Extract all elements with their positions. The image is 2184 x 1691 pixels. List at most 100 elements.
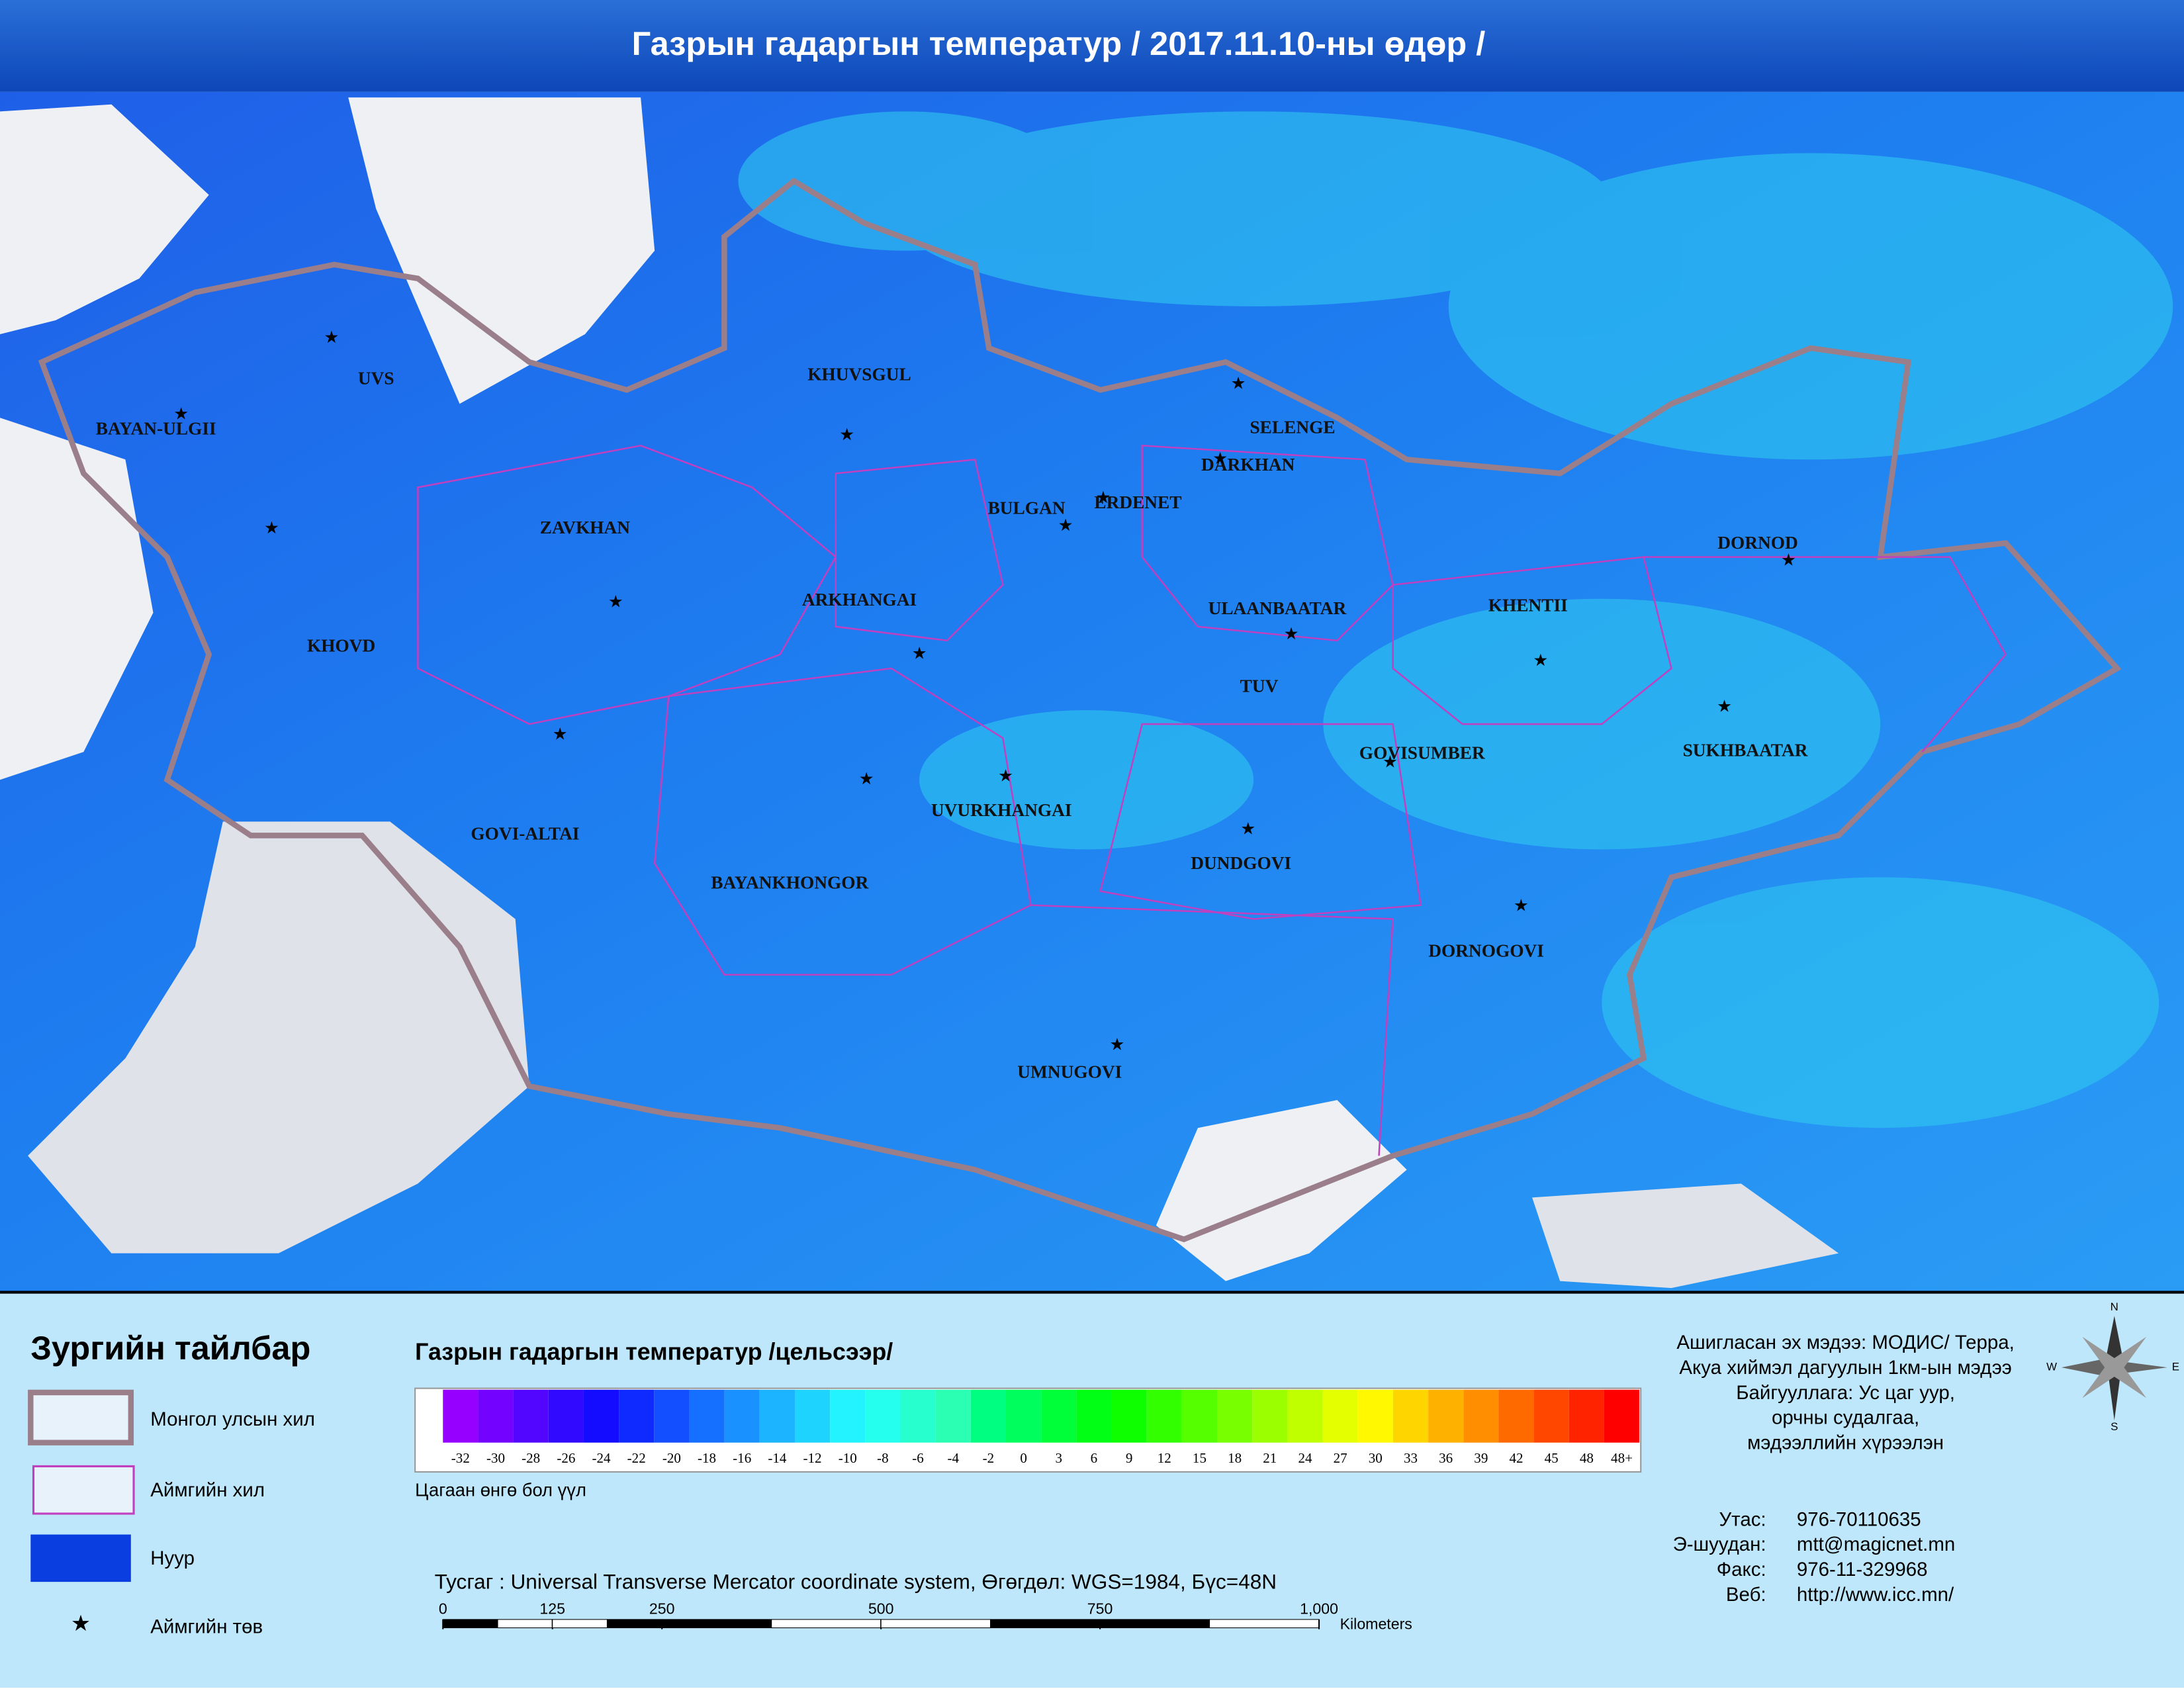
province-label: KHENTII: [1488, 596, 1568, 616]
colorbar-tick-label: -22: [627, 1450, 646, 1466]
province-center: ★: [173, 405, 189, 424]
scalebar-label: 0: [439, 1600, 447, 1617]
colorbar-tick-label: 0: [1020, 1450, 1027, 1466]
colorbar-tick-label: -12: [803, 1450, 822, 1466]
compass-letter: N: [2111, 1301, 2118, 1313]
colorbar-cell: [900, 1389, 936, 1443]
legend-swatch-lake: [30, 1534, 131, 1582]
colorbar-tick-label: 6: [1091, 1450, 1098, 1466]
colorbar-cell: [1041, 1389, 1077, 1443]
colorbar-cell: [1111, 1389, 1147, 1443]
province-label: TUV: [1240, 676, 1279, 696]
colorbar-cell: [1181, 1389, 1218, 1443]
colorbar-tick-label: 45: [1545, 1450, 1559, 1466]
scalebar-seg: [661, 1619, 772, 1629]
colorbar-tick-label: 21: [1263, 1450, 1277, 1466]
colorbar-tick-label: 27: [1334, 1450, 1347, 1466]
contact-value: 976-11-329968: [1797, 1559, 1928, 1580]
scalebar-label: 750: [1087, 1600, 1113, 1617]
colorbar-tick-label: -26: [557, 1450, 575, 1466]
colorbar-tick-label: -4: [947, 1450, 959, 1466]
province-center: ★: [1096, 488, 1111, 507]
colorbar-cell: [1287, 1389, 1323, 1443]
province-center: ★: [1284, 625, 1299, 643]
colorbar-cell: [1322, 1389, 1358, 1443]
colorbar-tick-label: 48: [1580, 1450, 1594, 1466]
colorbar-cell: [619, 1389, 655, 1443]
province-center: ★: [1514, 896, 1529, 915]
scalebar-seg: [442, 1619, 498, 1629]
source-line: Байгууллага: Ус цаг уур,: [1736, 1382, 1955, 1404]
source-line: Ашигласан эх мэдээ: МОДИС/ Терра,: [1676, 1332, 2015, 1353]
colorbar-cell: [1428, 1389, 1464, 1443]
colorbar-cell: [1146, 1389, 1182, 1443]
colorbar-cell: [935, 1389, 971, 1443]
contact-label: Факс:: [1717, 1559, 1766, 1580]
province-label: ZAVKHAN: [540, 518, 631, 537]
province-center: ★: [1231, 374, 1246, 392]
province-center: ★: [859, 770, 874, 788]
province-label: ULAANBAATAR: [1208, 598, 1347, 618]
header-bar: [0, 0, 2184, 92]
colorbar-cell: [583, 1389, 619, 1443]
colorbar-cell: [1076, 1389, 1112, 1443]
province-center: ★: [553, 725, 568, 744]
province-label: ERDENET: [1094, 492, 1181, 512]
colorbar-cell: [794, 1389, 831, 1443]
scalebar-label: 500: [868, 1600, 894, 1617]
scalebar-label: 250: [649, 1600, 675, 1617]
colorbar-tick-label: -6: [912, 1450, 924, 1466]
province-label: DARKHAN: [1201, 455, 1295, 475]
province-center: ★: [1212, 449, 1228, 468]
province-label: SUKHBAATAR: [1683, 740, 1808, 760]
cyan-areas: [738, 111, 2173, 1128]
legend-swatch-country: [28, 1389, 134, 1445]
province-label: UVURKHANGAI: [931, 800, 1072, 820]
province-borders: [417, 444, 2007, 1156]
colorbar-cell: [443, 1389, 478, 1443]
scalebar-seg: [552, 1619, 608, 1629]
legend-title: Зургийн тайлбар: [30, 1329, 310, 1367]
colorbar-cell: [654, 1389, 690, 1443]
province-label: ARKHANGAI: [802, 590, 917, 610]
contact-value: mtt@magicnet.mn: [1797, 1533, 1955, 1555]
colorbar-tick-label: 24: [1298, 1450, 1312, 1466]
title: Газрын гадаргын температур / 2017.11.10-…: [632, 24, 1486, 62]
province-center: ★: [1110, 1036, 1125, 1054]
source-line: орчны судалгаа,: [1772, 1407, 1919, 1429]
legend-swatch-province: [32, 1465, 135, 1515]
province-center: ★: [1533, 651, 1548, 670]
contact-label: Утас:: [1719, 1508, 1766, 1530]
colorbar-tick-label: -8: [877, 1450, 889, 1466]
colorbar-tick-label: 36: [1439, 1450, 1453, 1466]
colorbar-tick-label: 9: [1126, 1450, 1133, 1466]
projection: Тусгаг : Universal Transverse Mercator c…: [435, 1570, 1277, 1594]
colorbar-tick-label: -32: [451, 1450, 470, 1466]
compass-letter: S: [2111, 1420, 2118, 1433]
scalebar-seg: [771, 1619, 882, 1629]
colorbar-cell: [1392, 1389, 1429, 1443]
colorbar-tick-label: -28: [522, 1450, 540, 1466]
colorbar-note: Цагаан өнгө бол үүл: [415, 1480, 586, 1500]
source-line: Акуа хиймэл дагуулын 1км-ын мэдээ: [1679, 1357, 2011, 1379]
colorbar-tick-label: 3: [1056, 1450, 1063, 1466]
scalebar-seg: [606, 1619, 662, 1629]
colorbar-tick-label: 30: [1369, 1450, 1383, 1466]
source-line: мэдээллийн хүрээлэн: [1747, 1432, 1944, 1454]
colorbar-tick-label: -18: [698, 1450, 716, 1466]
scalebar-unit: Kilometers: [1340, 1615, 1412, 1632]
province-label: BAYAN-ULGII: [96, 418, 216, 438]
province-center: ★: [1717, 697, 1732, 715]
legend-label: Аймгийн хил: [150, 1479, 265, 1501]
colorbar-tick-label: 39: [1474, 1450, 1488, 1466]
legend-label: Аймгийн төв: [150, 1616, 263, 1637]
colorbar-cell: [1252, 1389, 1288, 1443]
colorbar-tick-label: 12: [1158, 1450, 1171, 1466]
colorbar-cell: [689, 1389, 725, 1443]
colorbar-cell: [724, 1389, 760, 1443]
contact-label: Э-шуудан:: [1673, 1533, 1766, 1555]
province-label: KHOVD: [307, 636, 375, 656]
province-label: BULGAN: [988, 498, 1066, 518]
compass-letter: W: [2046, 1361, 2057, 1373]
